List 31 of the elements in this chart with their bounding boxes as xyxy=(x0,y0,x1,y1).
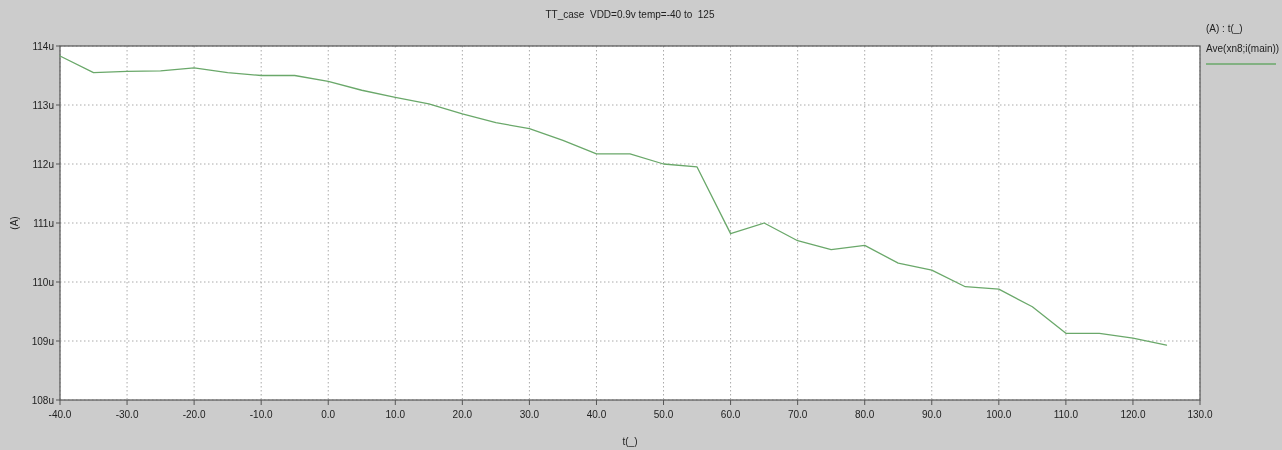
x-axis-title: t(_) xyxy=(622,436,638,447)
y-tick-label: 113u xyxy=(32,99,54,111)
legend-title: (A) : t(_) xyxy=(1206,23,1243,34)
x-tick-label: -20.0 xyxy=(182,409,206,420)
x-tick-label: 130.0 xyxy=(1187,409,1213,420)
x-tick-label: 100.0 xyxy=(986,409,1012,420)
y-tick-label: 109u xyxy=(31,335,54,347)
x-tick-label: 30.0 xyxy=(519,409,540,420)
x-tick-label: 60.0 xyxy=(720,409,741,420)
x-tick-label: -40.0 xyxy=(48,409,72,420)
x-tick-label: 40.0 xyxy=(586,409,607,420)
y-axis-title: (A) xyxy=(9,216,20,230)
y-tick-label: 111u xyxy=(33,217,54,229)
y-tick-label: 112u xyxy=(32,158,54,170)
x-tick-label: -30.0 xyxy=(115,409,139,420)
x-tick-label: 0.0 xyxy=(321,409,336,420)
text: Ave(xn8;i(main)) xyxy=(1206,43,1280,54)
x-tick-label: 50.0 xyxy=(653,409,674,420)
x-tick-label: 70.0 xyxy=(787,409,808,420)
line-series xyxy=(59,55,1168,346)
x-tick-label: 90.0 xyxy=(922,409,942,420)
x-tick-label: 110.0 xyxy=(1053,409,1079,420)
y-tick-label: 114u xyxy=(32,40,54,52)
x-tick-label: 10.0 xyxy=(385,409,406,420)
y-tick-label: 110u xyxy=(32,276,54,288)
x-tick-label: 120.0 xyxy=(1120,409,1146,420)
y-tick-label: 108u xyxy=(31,394,54,406)
x-tick-label: -10.0 xyxy=(249,409,274,420)
x-tick-label: 80.0 xyxy=(854,409,875,420)
x-tick-label: 20.0 xyxy=(452,409,473,420)
chart-title: TT_case VDD=0.9v temp=-40 to 125 xyxy=(545,9,715,20)
